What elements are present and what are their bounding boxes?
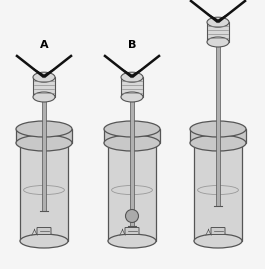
Bar [16, 129, 72, 143]
Ellipse shape [108, 234, 156, 248]
Text: A: A [40, 40, 48, 50]
Ellipse shape [20, 234, 68, 248]
Ellipse shape [190, 121, 246, 137]
Ellipse shape [194, 234, 242, 248]
FancyBboxPatch shape [211, 228, 225, 235]
Text: B: B [128, 40, 136, 50]
Bar [108, 143, 156, 241]
Bar [104, 129, 160, 143]
Bar [190, 129, 246, 143]
Ellipse shape [190, 135, 246, 151]
Ellipse shape [20, 136, 68, 150]
Bar [216, 42, 220, 206]
Ellipse shape [16, 135, 72, 151]
Ellipse shape [207, 17, 229, 27]
Ellipse shape [104, 135, 160, 151]
Ellipse shape [104, 121, 160, 137]
FancyBboxPatch shape [125, 228, 139, 235]
Ellipse shape [33, 92, 55, 102]
Ellipse shape [207, 37, 229, 47]
Bar [121, 77, 143, 97]
Ellipse shape [126, 210, 139, 222]
Bar [42, 97, 46, 211]
Bar [130, 97, 134, 226]
Bar [194, 143, 242, 241]
FancyBboxPatch shape [37, 228, 51, 235]
Ellipse shape [121, 92, 143, 102]
Ellipse shape [121, 72, 143, 82]
Ellipse shape [194, 136, 242, 150]
Bar [207, 22, 229, 42]
Ellipse shape [33, 72, 55, 82]
Ellipse shape [108, 136, 156, 150]
Ellipse shape [16, 121, 72, 137]
Bar [20, 143, 68, 241]
Bar [33, 77, 55, 97]
